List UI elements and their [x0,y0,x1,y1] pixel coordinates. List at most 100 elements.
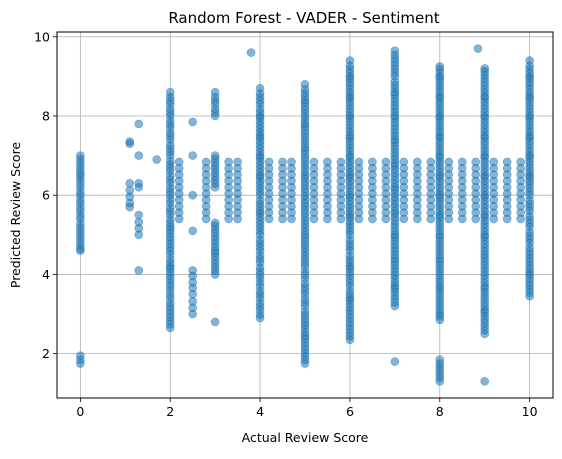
scatter-point [165,116,175,126]
axis-ticks: 0 2 4 6 8 10 2 4 6 8 10 [34,29,538,419]
scatter-point [525,211,534,221]
scatter-point [255,235,265,245]
scatter-point [278,157,287,167]
scatter-point [125,186,135,195]
scatter-point [471,157,481,167]
scatter-point [336,157,346,167]
scatter-point [165,215,175,225]
scatter-point [246,48,256,57]
scatter-point [255,278,265,288]
scatter-point [165,290,175,299]
scatter-point [210,154,220,164]
scatter-point [134,179,144,188]
scatter-point [399,157,409,167]
scatter-point [188,283,197,293]
scatter-point [255,196,265,205]
x-tick-label: 8 [436,404,444,419]
scatter-point [76,355,85,365]
scatter-point [390,50,400,60]
scatter-point [444,157,454,167]
scatter-point [201,157,211,167]
scatter-point [125,179,135,188]
x-axis-label: Actual Review Score [242,430,369,445]
scatter-point [165,203,175,213]
scatter-point [457,157,467,167]
scatter-point [255,286,265,296]
scatter-point [188,297,197,306]
scatter-point [426,157,436,167]
scatter-point [300,266,310,276]
data-points [76,44,534,386]
x-tick-label: 6 [346,404,354,419]
y-axis-label: Predicted Review Score [8,142,23,289]
scatter-point [224,157,233,167]
scatter-point [525,227,534,237]
scatter-point [210,92,220,102]
scatter-point [255,298,265,308]
scatter-point [165,298,175,308]
x-tick-label: 4 [256,404,264,419]
scatter-point [165,255,175,264]
scatter-point [300,279,310,288]
scatter-point [255,104,265,114]
scatter-point [354,157,364,167]
scatter-point [516,157,525,167]
scatter-point [255,89,265,98]
scatter-point [525,61,534,70]
scatter-point [210,104,220,114]
scatter-point [134,119,144,129]
scatter-point [368,157,377,167]
scatter-point [134,217,144,227]
scatter-point [255,251,265,260]
y-tick-label: 6 [42,188,50,203]
scatter-point [480,377,490,386]
scatter-point [174,157,184,167]
scatter-point [390,77,400,86]
scatter-point [345,61,355,70]
scatter-point [300,306,310,316]
scatter-point [165,156,175,166]
scatter-point [323,157,332,167]
scatter-point [165,128,175,137]
scatter-point [210,317,220,327]
scatter-point [435,359,445,368]
scatter-point [188,271,197,281]
scatter-point [480,66,490,76]
scatter-point [165,171,175,181]
scatter-point [210,221,220,230]
scatter-point [165,92,175,102]
scatter-point [345,317,355,327]
scatter-point [489,157,499,167]
scatter-point [76,203,85,212]
scatter-point [300,85,310,94]
scatter-point [255,310,265,319]
scatter-point [76,187,85,196]
scatter-point [473,44,483,53]
scatter-point [233,157,242,167]
scatter-point [188,151,197,160]
scatter-point [76,211,85,220]
scatter-point [255,263,265,272]
scatter-point [165,104,175,114]
scatter-point [165,140,175,150]
y-tick-label: 4 [42,267,50,282]
y-tick-label: 8 [42,108,50,123]
scatter-point [309,157,319,167]
y-tick-label: 2 [42,346,50,361]
scatter-point [134,151,144,160]
scatter-point [413,157,422,167]
scatter-point [165,183,175,193]
y-tick-label: 10 [34,29,50,44]
scatter-point [188,117,197,127]
scatter-point [525,196,534,205]
scatter-point [76,154,85,164]
scatter-point [345,235,355,245]
scatter-point [381,157,391,167]
x-tick-label: 10 [522,404,538,419]
scatter-point [502,157,512,167]
x-tick-label: 0 [76,404,84,419]
plot-frame [56,31,554,399]
